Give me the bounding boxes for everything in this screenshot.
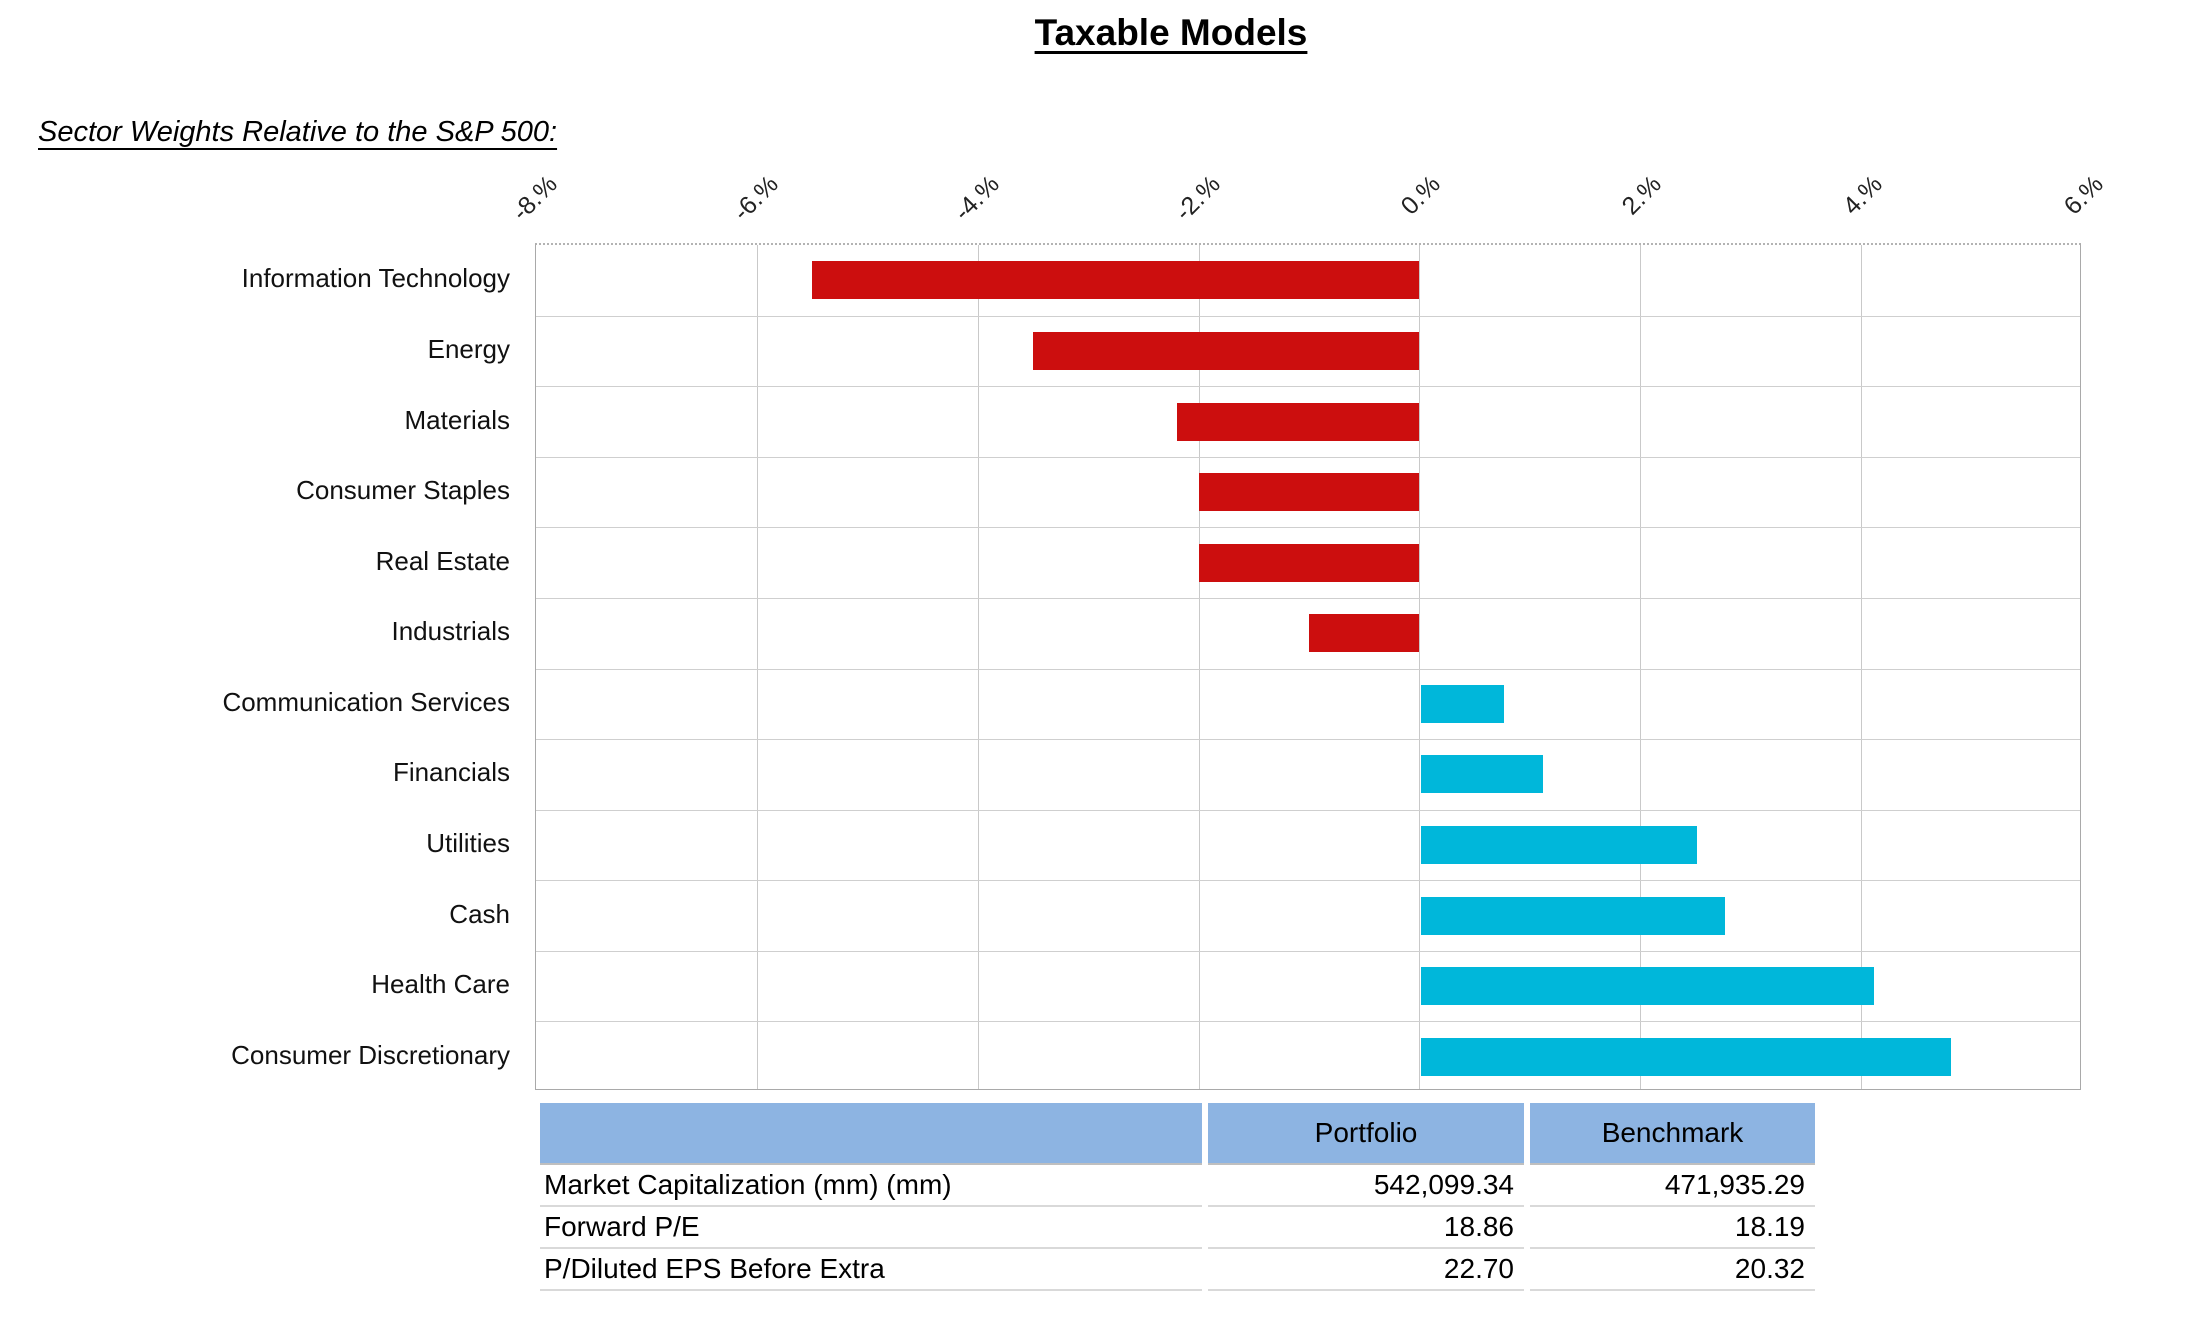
table-benchmark-value: 471,935.29 (1530, 1165, 1815, 1207)
table-row-label: Forward P/E (540, 1207, 1202, 1249)
horizontal-gridline (536, 597, 2080, 599)
bar-consumer-discretionary (1421, 1037, 1952, 1076)
category-label: Communication Services (222, 686, 510, 717)
horizontal-gridline (536, 1021, 2080, 1023)
category-label: Consumer Staples (296, 475, 510, 505)
category-label: Materials (404, 404, 510, 435)
category-label: Information Technology (241, 263, 510, 294)
bar-communication-services (1421, 684, 1505, 723)
horizontal-gridline (536, 456, 2080, 458)
page-title: Taxable Models (1034, 12, 1308, 53)
table-row-label: Market Capitalization (mm) (mm) (540, 1165, 1202, 1207)
bar-utilities (1421, 826, 1698, 864)
vertical-gridline (1419, 245, 1421, 1089)
bar-health-care (1421, 967, 1875, 1006)
category-label: Energy (427, 333, 510, 364)
bar-energy (1032, 331, 1420, 370)
bar-financials (1421, 755, 1543, 794)
table-portfolio-value: 542,099.34 (1208, 1165, 1524, 1207)
table-portfolio-value: 22.70 (1208, 1249, 1524, 1291)
bar-real-estate (1198, 543, 1420, 582)
category-label: Cash (449, 898, 510, 929)
table-header-empty (540, 1103, 1202, 1165)
table-portfolio-value: 18.86 (1208, 1207, 1524, 1249)
horizontal-gridline (536, 880, 2080, 882)
bar-cash (1421, 896, 1726, 935)
category-label: Real Estate (375, 545, 510, 576)
bar-consumer-staples (1198, 473, 1420, 511)
category-label: Industrials (391, 616, 511, 647)
table-header-benchmark: Benchmark (1530, 1103, 1815, 1165)
portfolio-stats-table: Portfolio Benchmark Market Capitalizatio… (540, 1103, 1815, 1291)
vertical-gridline (1640, 245, 1642, 1089)
category-label: Utilities (426, 828, 510, 858)
horizontal-gridline (536, 809, 2080, 811)
bar-industrials (1309, 614, 1420, 653)
horizontal-gridline (536, 315, 2080, 317)
horizontal-gridline (536, 739, 2080, 741)
table-benchmark-value: 18.19 (1530, 1207, 1815, 1249)
horizontal-gridline (536, 950, 2080, 952)
chart-subtitle: Sector Weights Relative to the S&P 500: (38, 116, 558, 148)
plot-area (535, 243, 2081, 1090)
vertical-gridline (756, 245, 758, 1089)
table-row-label: P/Diluted EPS Before Extra (540, 1249, 1202, 1291)
table-benchmark-value: 20.32 (1530, 1249, 1815, 1291)
table-header-portfolio: Portfolio (1208, 1103, 1524, 1165)
horizontal-gridline (536, 386, 2080, 388)
bar-materials (1176, 402, 1420, 441)
vertical-gridline (1861, 245, 1863, 1089)
bar-information-technology (812, 261, 1420, 300)
horizontal-gridline (536, 668, 2080, 670)
category-label: Health Care (371, 969, 510, 1000)
category-label: Consumer Discretionary (231, 1039, 510, 1070)
vertical-gridline (977, 245, 979, 1089)
vertical-gridline (1198, 245, 1200, 1089)
category-label: Financials (392, 757, 510, 788)
horizontal-gridline (536, 527, 2080, 529)
